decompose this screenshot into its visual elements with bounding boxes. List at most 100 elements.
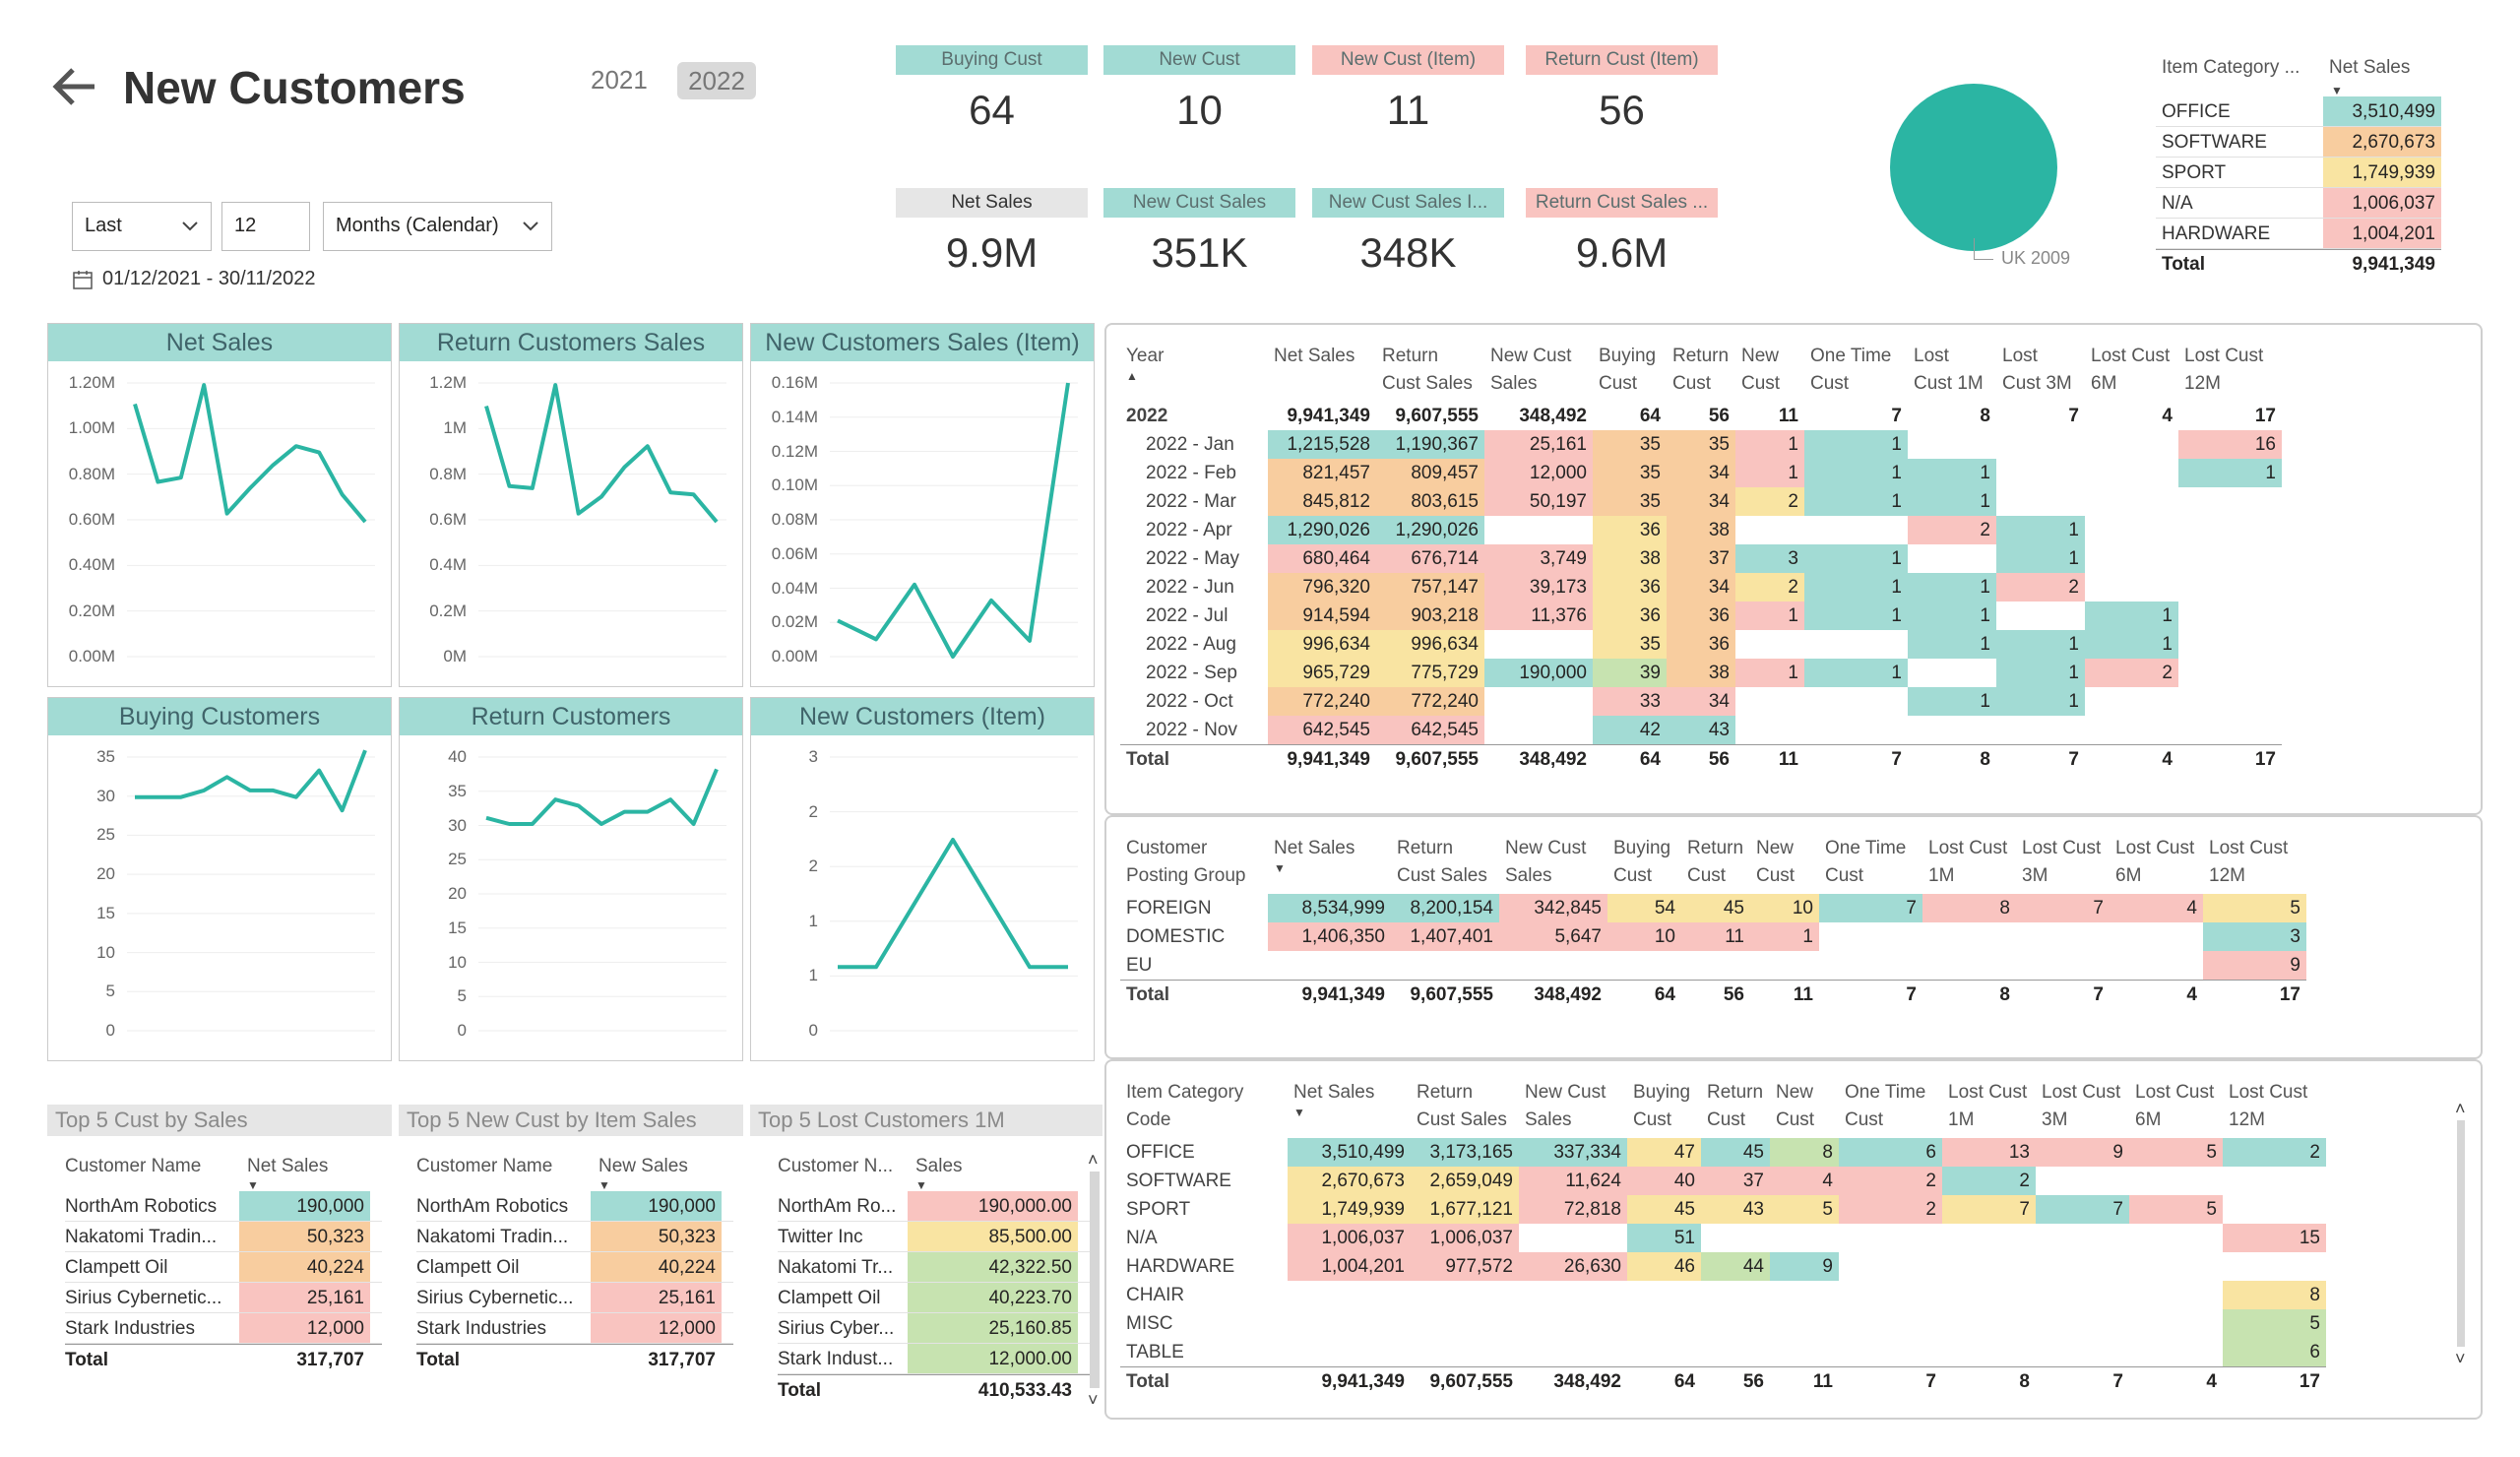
table-row[interactable]: DOMESTIC 1,406,350 1,407,401 5,647 10 11 1 3 bbox=[1120, 922, 2306, 951]
sort-desc-icon[interactable]: ▼ bbox=[247, 1178, 259, 1192]
sort-desc-icon[interactable]: ▲ bbox=[1126, 369, 1138, 383]
col-header[interactable]: Return Cust bbox=[1707, 1082, 1764, 1130]
col-header[interactable]: Lost Cust 12M bbox=[2229, 1082, 2308, 1130]
col-header[interactable]: New Cust Sales bbox=[1505, 838, 1587, 886]
col-header[interactable]: Lost Cust 6M bbox=[2091, 346, 2171, 394]
col-header[interactable]: Net Sales ▼ bbox=[1288, 1075, 1411, 1138]
col-header[interactable]: Net Sales bbox=[247, 1156, 329, 1176]
table-row[interactable]: NorthAm Robotics 190,000 bbox=[416, 1191, 733, 1222]
relative-unit-select[interactable]: Months (Calendar) bbox=[323, 202, 552, 251]
table-row[interactable]: Nakatomi Tradin... 50,323 bbox=[416, 1222, 733, 1252]
col-header[interactable]: Net Sales ▼ bbox=[1268, 831, 1391, 894]
scroll-up-icon[interactable]: ˄ bbox=[2455, 1099, 2466, 1118]
scrollbar[interactable]: ˄ ˅ bbox=[2455, 1099, 2467, 1376]
sort-desc-icon[interactable]: ▼ bbox=[915, 1178, 927, 1192]
table-row[interactable]: CHAIR 8 bbox=[1120, 1281, 2326, 1309]
col-header[interactable]: Lost Cust 6M bbox=[2115, 838, 2195, 886]
col-header[interactable]: One Time Cust bbox=[1810, 346, 1892, 394]
table-row[interactable]: Clampett Oil 40,224 bbox=[65, 1252, 382, 1283]
year-2022-button[interactable]: 2022 bbox=[677, 62, 756, 99]
col-header[interactable]: One Time Cust bbox=[1825, 838, 1907, 886]
table-row[interactable]: Stark Industries 12,000 bbox=[416, 1313, 733, 1344]
table-row[interactable]: OFFICE 3,510,499 3,173,165 337,334 47 45 8 6 13 9… bbox=[1120, 1138, 2326, 1167]
table-row[interactable]: SPORT 1,749,939 bbox=[2156, 158, 2441, 188]
col-header[interactable]: Net Sales bbox=[1274, 346, 1355, 366]
table-row[interactable]: 2022 - Nov 642,545 642,545 42 43 bbox=[1120, 716, 2282, 745]
table-row[interactable]: 2022 - Mar 845,812 803,615 50,197 35 34 2 1 1 bbox=[1120, 487, 2282, 516]
table-row[interactable]: Twitter Inc 85,500.00 bbox=[778, 1222, 1090, 1252]
col-header[interactable]: Lost Cust 1M bbox=[1948, 1082, 2028, 1130]
new-customers-sales-item-chart[interactable]: New Customers Sales (Item) 0.16M 0.14M 0.12… bbox=[750, 323, 1095, 687]
sort-desc-icon[interactable]: ▼ bbox=[598, 1178, 610, 1192]
table-row[interactable]: Nakatomi Tr... 42,322.50 bbox=[778, 1252, 1090, 1283]
table-row[interactable]: Stark Industries 12,000 bbox=[65, 1313, 382, 1344]
col-header[interactable]: New Sales bbox=[598, 1156, 688, 1176]
relative-count-input[interactable]: 12 bbox=[221, 202, 310, 251]
table-row[interactable]: HARDWARE 1,004,201 bbox=[2156, 219, 2441, 249]
col-header[interactable]: Buying Cust bbox=[1613, 838, 1671, 886]
col-header[interactable]: Lost Cust 6M bbox=[2135, 1082, 2215, 1130]
sort-desc-icon[interactable]: ▼ bbox=[2331, 84, 2343, 97]
buying-customers-chart[interactable]: Buying Customers 35 30 25 20 15 10 5 0 bbox=[47, 697, 392, 1061]
col-header[interactable]: Lost Cust 3M bbox=[2002, 346, 2072, 394]
table-row[interactable]: NorthAm Robotics 190,000 bbox=[65, 1191, 382, 1222]
table-row[interactable]: 2022 - Aug 996,634 996,634 35 36 1 1 1 bbox=[1120, 630, 2282, 659]
table-row[interactable]: Nakatomi Tradin... 50,323 bbox=[65, 1222, 382, 1252]
table-row[interactable]: FOREIGN 8,534,999 8,200,154 342,845 54 45 10 7 8… bbox=[1120, 894, 2306, 922]
col-header[interactable]: New Cust Sales bbox=[1525, 1082, 1606, 1130]
table-row[interactable]: EU 9 bbox=[1120, 951, 2306, 981]
col-header[interactable]: Item Category Code bbox=[1126, 1082, 1244, 1130]
back-arrow-icon[interactable] bbox=[49, 61, 100, 112]
table-row[interactable]: 2022 - Jul 914,594 903,218 11,376 36 36 1 1 1 1 bbox=[1120, 602, 2282, 630]
col-header[interactable]: Return Cust Sales bbox=[1397, 838, 1487, 886]
col-header[interactable]: Sales bbox=[915, 1156, 963, 1176]
table-row[interactable]: 2022 - Oct 772,240 772,240 33 34 1 1 bbox=[1120, 687, 2282, 716]
table-row[interactable]: Clampett Oil 40,224 bbox=[416, 1252, 733, 1283]
table-row[interactable]: TABLE 6 bbox=[1120, 1338, 2326, 1367]
table-row[interactable]: 2022 - Jan 1,215,528 1,190,367 25,161 35 35 1 1… bbox=[1120, 430, 2282, 459]
table-row[interactable]: N/A 1,006,037 1,006,037 51 15 bbox=[1120, 1224, 2326, 1252]
table-row[interactable]: 2022 - Apr 1,290,026 1,290,026 36 38 2 1 bbox=[1120, 516, 2282, 544]
col-header[interactable]: Customer Name bbox=[65, 1156, 202, 1176]
table-row[interactable]: Sirius Cybernetic... 25,161 bbox=[65, 1283, 382, 1313]
new-customers-item-chart[interactable]: New Customers (Item) 3 2 2 1 1 0 bbox=[750, 697, 1095, 1061]
col-header[interactable]: Lost Cust 3M bbox=[2042, 1082, 2121, 1130]
col-header[interactable]: Buying Cust bbox=[1633, 1082, 1691, 1130]
col-header[interactable]: Lost Cust 12M bbox=[2184, 346, 2264, 394]
table-row[interactable]: SPORT 1,749,939 1,677,121 72,818 45 43 5 2 7 7 5 bbox=[1120, 1195, 2326, 1224]
table-row[interactable]: SOFTWARE 2,670,673 bbox=[2156, 127, 2441, 158]
relative-mode-select[interactable]: Last bbox=[72, 202, 212, 251]
scrollbar[interactable]: ˄ ˅ bbox=[1088, 1151, 1102, 1418]
col-header[interactable]: Net Sales bbox=[2329, 57, 2411, 78]
col-header[interactable]: Lost Cust 12M bbox=[2209, 838, 2289, 886]
col-header[interactable]: Customer N... bbox=[778, 1156, 894, 1176]
table-row[interactable]: Sirius Cybernetic... 25,161 bbox=[416, 1283, 733, 1313]
pie-chart[interactable] bbox=[1885, 84, 2062, 261]
table-row[interactable]: HARDWARE 1,004,201 977,572 26,630 46 44 9 bbox=[1120, 1252, 2326, 1281]
scroll-down-icon[interactable]: ˅ bbox=[1088, 1390, 1099, 1410]
col-header[interactable]: Lost Cust 1M bbox=[1928, 838, 2008, 886]
net-sales-chart[interactable]: Net Sales 1.20M 1.00M 0.80M 0.60M 0.40M 0.20M 0… bbox=[47, 323, 392, 687]
col-header[interactable]: One Time Cust bbox=[1845, 1082, 1926, 1130]
col-header[interactable]: Customer Posting Group bbox=[1126, 838, 1246, 886]
col-header[interactable]: New Cust Sales bbox=[1490, 346, 1572, 394]
col-header[interactable]: Lost Cust 3M bbox=[2022, 838, 2102, 886]
table-row[interactable]: Sirius Cyber... 25,160.85 bbox=[778, 1313, 1090, 1344]
col-header[interactable]: Return Cust Sales bbox=[1382, 346, 1473, 394]
col-header[interactable]: Lost Cust 1M bbox=[1914, 346, 1984, 394]
sort-desc-icon[interactable]: ▼ bbox=[1274, 861, 1286, 875]
table-row[interactable]: N/A 1,006,037 bbox=[2156, 188, 2441, 219]
col-header[interactable]: Return Cust Sales bbox=[1417, 1082, 1507, 1130]
table-row[interactable]: 2022 - Jun 796,320 757,147 39,173 36 34 2 1 1 2 bbox=[1120, 573, 2282, 602]
table-row[interactable]: 2022 - May 680,464 676,714 3,749 38 37 3 1 1 bbox=[1120, 544, 2282, 573]
return-customers-chart[interactable]: Return Customers 40 35 30 25 20 15 10 5 0 bbox=[399, 697, 743, 1061]
col-header[interactable]: Return Cust bbox=[1672, 346, 1730, 394]
table-row[interactable]: Clampett Oil 40,223.70 bbox=[778, 1283, 1090, 1313]
table-row[interactable]: Stark Indust... 12,000.00 bbox=[778, 1344, 1090, 1374]
scroll-down-icon[interactable]: ˅ bbox=[2455, 1349, 2466, 1368]
col-header[interactable]: Return Cust bbox=[1687, 838, 1744, 886]
col-header[interactable]: New Cust bbox=[1741, 346, 1781, 394]
table-row[interactable]: 2022 9,941,349 9,607,555 348,492 64 56 11 7 8 7 4 1… bbox=[1120, 402, 2282, 430]
sort-desc-icon[interactable]: ▼ bbox=[1293, 1106, 1305, 1119]
table-row[interactable]: SOFTWARE 2,670,673 2,659,049 11,624 40 37 4 2 2 bbox=[1120, 1167, 2326, 1195]
